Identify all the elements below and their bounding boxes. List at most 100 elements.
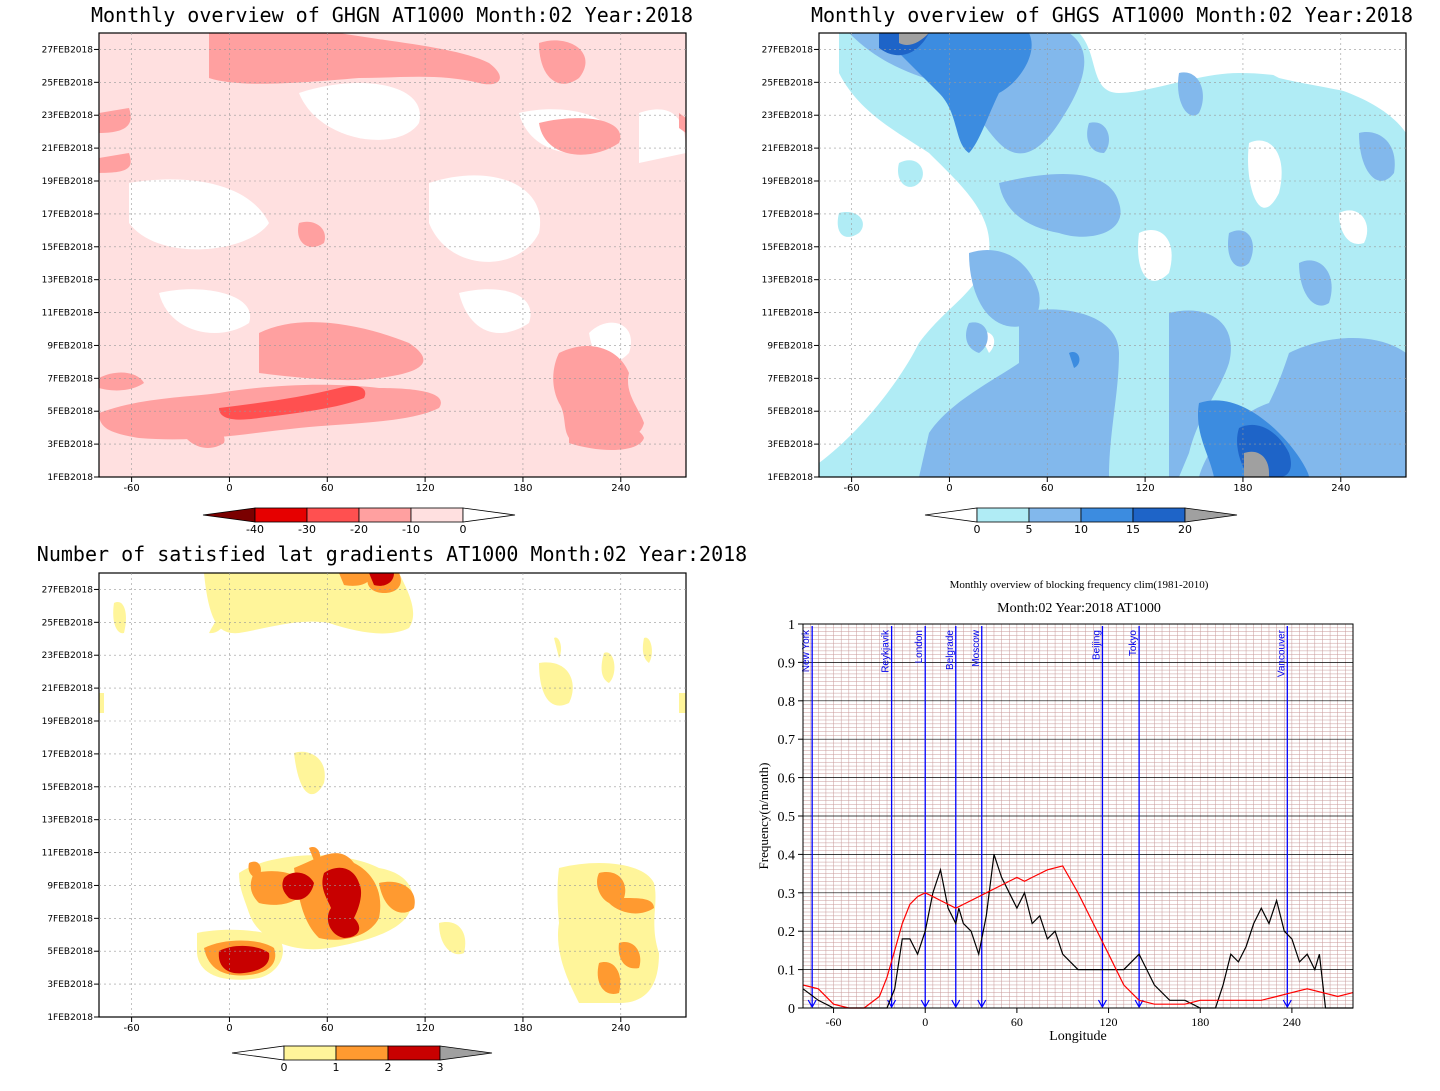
- colorbar-tick-label: -30: [298, 523, 316, 536]
- longitude-tick-label: -60: [843, 483, 859, 494]
- date-tick-label: 15FEB2018: [762, 243, 814, 253]
- city-arrow: [1134, 999, 1144, 1009]
- city-label: Beijing: [1091, 630, 1102, 660]
- y-axis-label: Frequency(n/month): [756, 763, 771, 870]
- colorbar: 0 1 2 3: [231, 1045, 493, 1074]
- colorbar-low-arrow: [231, 1045, 285, 1061]
- colorbar-tick-label: 2: [385, 1061, 392, 1074]
- y-tick-label: 0.3: [778, 887, 796, 902]
- date-tick-label: 5FEB2018: [47, 407, 93, 417]
- date-tick-label: 27FEB2018: [762, 45, 814, 55]
- date-tick-label: 23FEB2018: [762, 111, 814, 121]
- longitude-tick-label: 180: [513, 1023, 532, 1034]
- longitude-tick-label: 60: [1041, 483, 1054, 494]
- longitude-tick-label: 120: [416, 483, 435, 494]
- date-tick-label: 9FEB2018: [47, 881, 93, 891]
- colorbar-segment: [410, 507, 464, 523]
- colorbar-high-arrow: [462, 507, 516, 523]
- colorbar-tick-label: 0: [281, 1061, 288, 1074]
- longitude-tick-label: 120: [416, 1023, 435, 1034]
- contour-level-3: [218, 573, 394, 974]
- colorbar-tick-label: -40: [246, 523, 264, 536]
- date-tick-label: 19FEB2018: [762, 177, 814, 187]
- colorbar-tick-label: 0: [460, 523, 467, 536]
- date-tick-label: 17FEB2018: [42, 210, 94, 220]
- map-area: 1FEB2018 3FEB2018 5FEB2018 7FEB2018 9FEB2018…: [762, 32, 1407, 494]
- colorbar-segment: [1080, 507, 1134, 523]
- date-tick-label: 11FEB2018: [42, 849, 94, 859]
- date-tick-label: 7FEB2018: [767, 374, 813, 384]
- y-tick-label: 0.4: [778, 848, 796, 863]
- longitude-axis: -60 0 60 120 180 240: [843, 477, 1350, 494]
- date-tick-label: 21FEB2018: [42, 684, 94, 694]
- date-tick-label: 9FEB2018: [767, 341, 813, 351]
- longitude-axis: -60 0 60 120 180 240: [123, 1017, 630, 1034]
- date-tick-label: 19FEB2018: [42, 717, 94, 727]
- city-arrow: [1282, 999, 1292, 1009]
- longitude-tick-label: 60: [321, 1023, 334, 1034]
- chart-title: Monthly overview of blocking frequency c…: [950, 579, 1209, 591]
- series-lines: [802, 854, 1354, 1009]
- colorbar-tick-label: 20: [1178, 523, 1192, 536]
- panel-gradients: Number of satisfied lat gradients AT1000…: [37, 542, 747, 1074]
- date-tick-label: 21FEB2018: [42, 144, 94, 154]
- colorbar: 0 5 10 15 20: [924, 507, 1238, 536]
- colorbar-low-arrow: [924, 507, 978, 523]
- date-tick-label: 5FEB2018: [767, 407, 813, 417]
- city-label: Tokyo: [1128, 630, 1139, 657]
- longitude-axis: -60 0 60 120 180 240: [123, 477, 630, 494]
- x-tick-label: 180: [1191, 1015, 1209, 1029]
- x-tick-label: 0: [922, 1015, 928, 1029]
- colorbar-segment: [976, 507, 1030, 523]
- colorbar-tick-label: 5: [1026, 523, 1033, 536]
- date-tick-label: 25FEB2018: [762, 78, 814, 88]
- panel-title: Monthly overview of GHGS AT1000 Month:02…: [811, 3, 1413, 27]
- date-tick-label: 13FEB2018: [42, 276, 94, 286]
- colorbar-segment: [335, 1045, 389, 1061]
- x-tick-label: 120: [1100, 1015, 1118, 1029]
- major-gridlines: [803, 623, 1353, 1009]
- y-tick-label: 0.6: [778, 772, 796, 787]
- colorbar-tick-label: 10: [1074, 523, 1088, 536]
- colorbar-segment: [387, 1045, 441, 1061]
- date-tick-label: 27FEB2018: [42, 585, 94, 595]
- city-label: London: [914, 630, 925, 663]
- contour-level-0-holes: [979, 33, 1406, 353]
- longitude-tick-label: 120: [1136, 483, 1155, 494]
- x-tick-label: 240: [1283, 1015, 1301, 1029]
- city-label: Vancouver: [1276, 629, 1287, 677]
- city-label: Moscow: [971, 629, 982, 666]
- date-tick-label: 1FEB2018: [47, 1013, 93, 1023]
- colorbar-segment: [1132, 507, 1186, 523]
- date-tick-label: 1FEB2018: [767, 473, 813, 483]
- date-tick-label: 15FEB2018: [42, 783, 94, 793]
- y-tick-label: 0.2: [778, 925, 796, 940]
- colorbar-tick-label: -20: [350, 523, 368, 536]
- colorbar-high-arrow: [1184, 507, 1238, 523]
- city-label: Reykjavik: [881, 629, 892, 673]
- date-tick-label: 17FEB2018: [762, 210, 814, 220]
- longitude-tick-label: 0: [226, 1023, 232, 1034]
- date-axis: 1FEB2018 3FEB2018 5FEB2018 7FEB2018 9FEB2018…: [762, 45, 819, 483]
- y-tick-label: 1: [788, 618, 795, 633]
- y-tick-label: 0.1: [778, 964, 796, 979]
- y-tick-label: 0.5: [778, 810, 796, 825]
- date-tick-label: 3FEB2018: [47, 440, 93, 450]
- contour-level-above-20: [899, 33, 1269, 477]
- date-tick-label: 5FEB2018: [47, 947, 93, 957]
- date-tick-label: 25FEB2018: [42, 78, 94, 88]
- gridlines: [99, 33, 686, 477]
- gridlines: [99, 573, 686, 1017]
- date-tick-label: 21FEB2018: [762, 144, 814, 154]
- date-tick-label: 3FEB2018: [767, 440, 813, 450]
- date-tick-label: 15FEB2018: [42, 243, 94, 253]
- city-label: Belgrade: [945, 630, 956, 670]
- city-arrow: [920, 999, 930, 1009]
- colorbar-tick-label: -10: [402, 523, 420, 536]
- panel-title: Number of satisfied lat gradients AT1000…: [37, 542, 747, 566]
- date-tick-label: 17FEB2018: [42, 750, 94, 760]
- longitude-tick-label: 0: [226, 483, 232, 494]
- line-plot-area: New York Reykjavik London Belgrade Moscow Bei…: [778, 618, 1354, 1029]
- longitude-tick-label: 240: [611, 483, 630, 494]
